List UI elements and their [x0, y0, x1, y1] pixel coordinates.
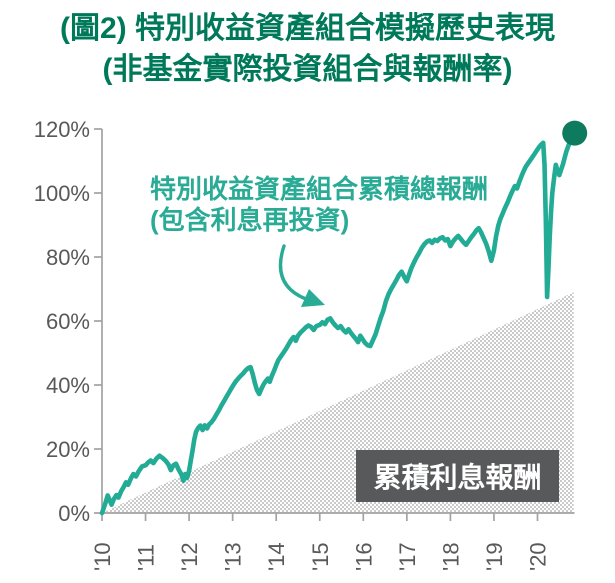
- x-axis-label: '17: [395, 542, 420, 571]
- annotation-arrow-icon: [278, 244, 325, 307]
- total-return-line: [99, 131, 576, 516]
- x-axis-label: '13: [221, 542, 246, 571]
- x-axis-label: '10: [90, 542, 115, 571]
- chart-title-line1: (圖2) 特別收益資產組合模擬歷史表現: [60, 12, 555, 45]
- x-axis-label: '12: [177, 542, 202, 571]
- x-axis-label: '18: [438, 542, 463, 571]
- chart-title-line2: (非基金實際投資組合與報酬率): [102, 53, 513, 86]
- y-axis-label: 120%: [34, 117, 90, 142]
- x-axis-label: '11: [134, 544, 159, 571]
- y-axis-label: 0%: [58, 501, 90, 526]
- series-annotation-line2: (包含利息再投資): [150, 205, 350, 235]
- x-axis-label: '14: [264, 542, 289, 571]
- x-axis-label: '15: [308, 542, 333, 571]
- chart-title: (圖2) 特別收益資產組合模擬歷史表現 (非基金實際投資組合與報酬率): [0, 8, 615, 90]
- y-axis-label: 80%: [46, 245, 90, 270]
- series-annotation: 特別收益資產組合累積總報酬 (包含利息再投資): [150, 174, 488, 236]
- y-axis-label: 40%: [46, 373, 90, 398]
- y-axis-label: 20%: [46, 437, 90, 462]
- x-axis-label: '19: [482, 542, 507, 571]
- endpoint-marker: [562, 120, 588, 146]
- x-axis-label: '16: [351, 542, 376, 571]
- y-axis-label: 100%: [34, 181, 90, 206]
- interest-return-label: 累積利息報酬: [356, 450, 559, 502]
- x-axis-label: '20: [526, 542, 551, 571]
- series-annotation-line1: 特別收益資產組合累積總報酬: [150, 174, 489, 204]
- y-axis-label: 60%: [46, 309, 90, 334]
